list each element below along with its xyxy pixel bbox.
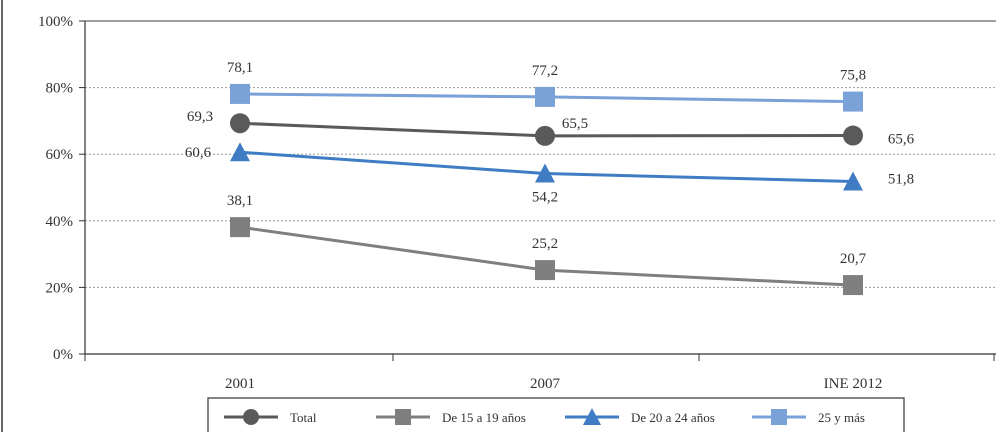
data-point [535, 260, 555, 281]
x-tick-label: 2007 [530, 376, 561, 392]
legend-marker [771, 409, 787, 425]
data-point [230, 83, 250, 104]
data-label: 75,8 [840, 68, 866, 84]
y-tick-label: 80% [46, 81, 74, 97]
data-point [843, 171, 863, 191]
data-label: 69,3 [187, 109, 213, 125]
data-point [230, 217, 250, 238]
legend-marker [243, 409, 259, 425]
series-layer [230, 83, 863, 296]
x-tick-label: INE 2012 [824, 376, 883, 392]
data-label: 38,1 [227, 193, 253, 209]
legend: Total De 15 a 19 años De 20 a 24 años 25 y … [207, 397, 905, 435]
data-point [843, 125, 863, 146]
y-tick-label: 60% [46, 147, 74, 163]
data-point [535, 86, 555, 107]
data-label: 25,2 [532, 236, 558, 252]
data-point [230, 113, 250, 134]
data-label: 77,2 [532, 63, 558, 79]
data-point [535, 125, 555, 146]
data-label: 65,6 [888, 132, 915, 148]
legend-label: Total [290, 410, 317, 425]
data-label: 78,1 [227, 60, 253, 76]
legend-marker [583, 408, 601, 425]
data-point [843, 275, 863, 296]
x-tick-label: 2001 [225, 376, 255, 392]
y-tick-label: 20% [46, 280, 74, 296]
data-label: 20,7 [840, 251, 867, 267]
data-label: 51,8 [888, 172, 914, 188]
legend-label: De 20 a 24 años [631, 410, 715, 425]
legend-item: 25 y más [752, 409, 865, 425]
legend-label: De 15 a 19 años [442, 410, 526, 425]
grid-layer [85, 20, 996, 288]
legend-label: 25 y más [818, 410, 865, 425]
legend-item: De 20 a 24 años [565, 408, 715, 425]
legend-item: De 15 a 19 años [376, 409, 526, 425]
series-4 [230, 83, 863, 112]
y-tick-label: 100% [38, 14, 73, 30]
data-label: 65,5 [562, 116, 588, 132]
data-label: 60,6 [185, 145, 212, 161]
y-tick-label: 0% [53, 347, 73, 363]
data-point [535, 163, 555, 183]
legend-marker [395, 409, 411, 425]
data-label-layer: 69,3 65,5 65,6 38,1 25,2 20,7 60,6 54,2 51,8 78,1… [185, 60, 915, 267]
data-point [230, 142, 250, 162]
data-point [843, 91, 863, 112]
y-tick-label: 40% [46, 214, 74, 230]
legend-item: Total [224, 409, 317, 425]
series-2 [230, 217, 863, 296]
series-1 [230, 113, 863, 146]
series-3 [230, 142, 863, 191]
data-label: 54,2 [532, 190, 558, 206]
